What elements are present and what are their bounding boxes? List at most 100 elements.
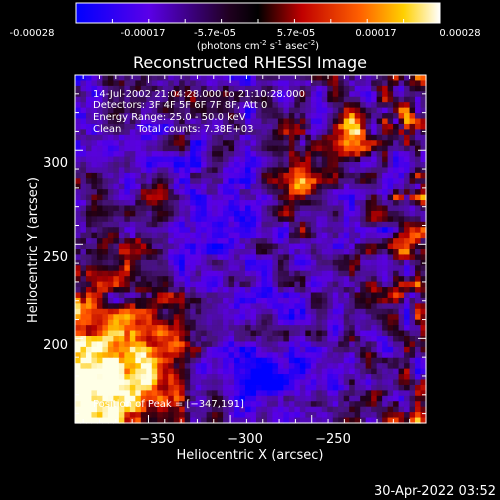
heatmap-cell: [327, 270, 334, 277]
heatmap-cell: [349, 303, 356, 310]
heatmap-cell: [299, 265, 306, 272]
heatmap-cell: [349, 346, 356, 353]
heatmap-cell: [255, 227, 263, 234]
heatmap-cell: [162, 265, 169, 272]
heatmap-cell: [102, 325, 109, 332]
heatmap-cell: [305, 113, 312, 120]
heatmap-cell: [217, 325, 224, 332]
heatmap-cell: [75, 162, 82, 169]
heatmap-cell: [404, 216, 411, 223]
heatmap-cell: [283, 390, 290, 397]
heatmap-cell: [376, 308, 383, 315]
heatmap-cell: [261, 259, 268, 266]
heatmap-cell: [360, 368, 367, 375]
heatmap-cell: [343, 151, 350, 158]
heatmap-cell: [332, 287, 339, 294]
heatmap-cell: [332, 113, 339, 120]
heatmap-cell: [107, 140, 114, 147]
heatmap-cell: [190, 85, 197, 92]
heatmap-cell: [201, 200, 208, 207]
heatmap-cell: [157, 123, 164, 130]
heatmap-cell: [217, 297, 224, 304]
heatmap-cell: [354, 292, 361, 299]
heatmap-cell: [404, 341, 411, 348]
heatmap-cell: [261, 330, 268, 337]
heatmap-cell: [239, 227, 246, 234]
heatmap-cell: [146, 200, 153, 207]
heatmap-cell: [415, 384, 422, 391]
heatmap-cell: [349, 102, 356, 109]
heatmap-cell: [250, 118, 257, 125]
heatmap-cell: [206, 384, 213, 391]
heatmap-cell: [113, 156, 120, 163]
heatmap-cell: [376, 221, 383, 228]
heatmap-cell: [288, 232, 295, 239]
heatmap-cell: [382, 395, 389, 402]
heatmap-cell: [135, 374, 142, 381]
heatmap-cell: [250, 390, 257, 397]
heatmap-cell: [277, 227, 284, 234]
heatmap-cell: [107, 172, 114, 179]
heatmap-cell: [371, 297, 378, 304]
heatmap-cell: [360, 189, 367, 196]
heatmap-cells: [75, 75, 427, 424]
heatmap-cell: [85, 384, 93, 391]
heatmap-cell: [277, 80, 284, 87]
heatmap-cell: [409, 259, 416, 266]
heatmap-cell: [327, 243, 334, 250]
heatmap-cell: [124, 270, 131, 277]
heatmap-cell: [113, 303, 120, 310]
heatmap-cell: [184, 172, 191, 179]
heatmap-cell: [140, 412, 147, 419]
heatmap-cell: [179, 265, 186, 272]
heatmap-cell: [261, 281, 268, 288]
heatmap-cell: [393, 325, 400, 332]
heatmap-cell: [85, 352, 93, 359]
heatmap-cell: [272, 75, 279, 82]
heatmap-cell: [113, 151, 120, 158]
heatmap-cell: [217, 210, 224, 217]
heatmap-cell: [371, 401, 378, 408]
heatmap-cell: [327, 134, 334, 141]
heatmap-cell: [376, 395, 383, 402]
heatmap-cell: [96, 221, 104, 228]
heatmap-cell: [349, 96, 356, 103]
heatmap-cell: [250, 357, 257, 364]
heatmap-cell: [212, 107, 219, 114]
heatmap-cell: [255, 363, 263, 370]
heatmap-cell: [239, 281, 246, 288]
heatmap-cell: [195, 156, 202, 163]
heatmap-cell: [387, 314, 394, 321]
heatmap-cell: [217, 395, 224, 402]
heatmap-cell: [102, 303, 109, 310]
heatmap-cell: [113, 292, 120, 299]
heatmap-cell: [272, 123, 279, 130]
heatmap-cell: [85, 374, 93, 381]
heatmap-cell: [371, 379, 378, 386]
heatmap-cell: [91, 259, 98, 266]
heatmap-cell: [393, 107, 400, 114]
heatmap-cell: [151, 330, 158, 337]
heatmap-cell: [173, 374, 180, 381]
heatmap-cell: [250, 249, 257, 256]
heatmap-cell: [371, 140, 378, 147]
heatmap-cell: [228, 151, 235, 158]
heatmap-cell: [288, 406, 295, 413]
heatmap-cell: [354, 412, 361, 419]
heatmap-cell: [140, 270, 147, 277]
heatmap-cell: [184, 200, 191, 207]
heatmap-cell: [85, 134, 93, 141]
heatmap-cell: [195, 216, 202, 223]
heatmap-cell: [321, 134, 328, 141]
heatmap-cell: [255, 91, 263, 98]
heatmap-cell: [415, 319, 422, 326]
heatmap-cell: [305, 102, 312, 109]
heatmap-cell: [113, 91, 120, 98]
heatmap-cell: [272, 341, 279, 348]
heatmap-cell: [124, 85, 131, 92]
heatmap-cell: [80, 319, 87, 326]
heatmap-cell: [157, 243, 164, 250]
heatmap-cell: [179, 330, 186, 337]
heatmap-cell: [349, 259, 356, 266]
heatmap-cell: [113, 80, 120, 87]
